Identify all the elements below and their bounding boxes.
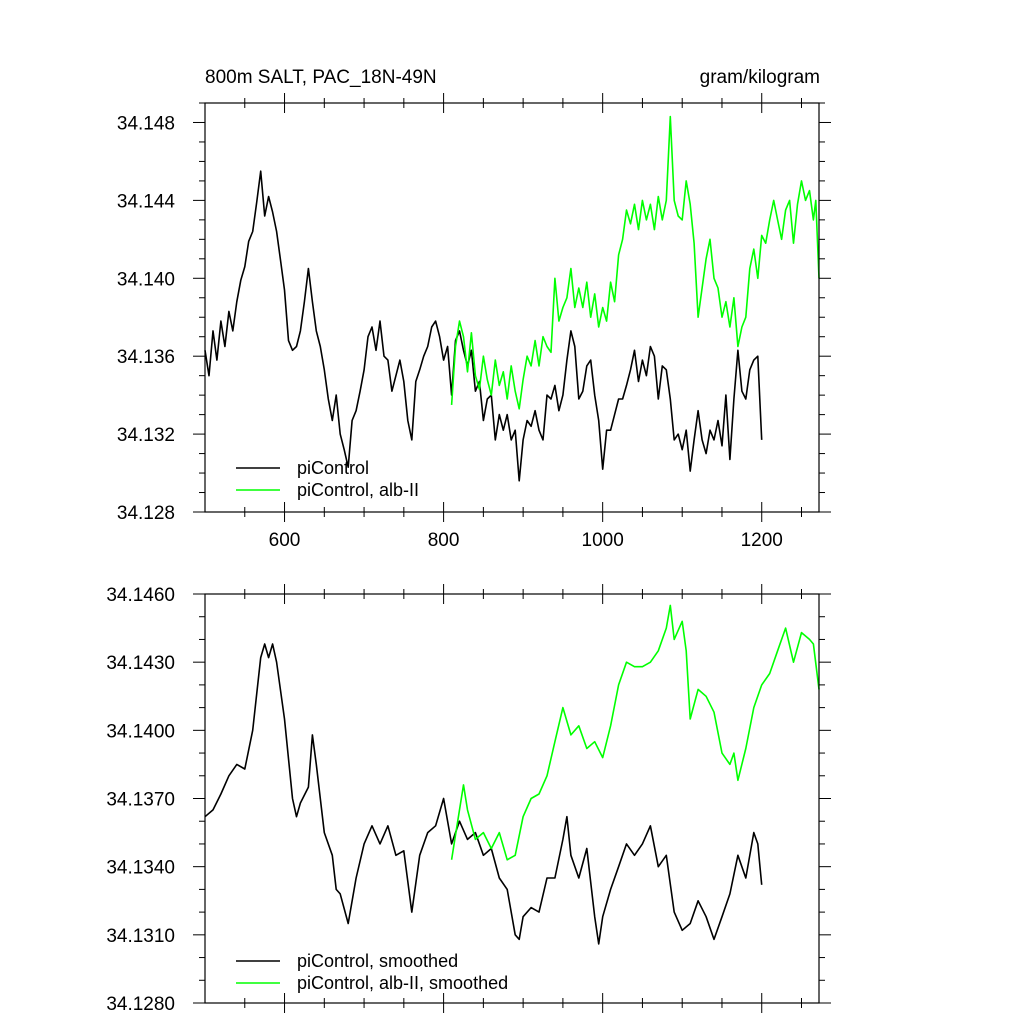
- y-tick-label: 34.148: [117, 113, 175, 134]
- legend-label: piControl, smoothed: [297, 951, 458, 971]
- y-tick-label: 34.132: [117, 425, 175, 446]
- units-label: gram/kilogram: [700, 67, 820, 88]
- y-tick-label: 34.1370: [106, 790, 175, 811]
- y-tick-label: 34.144: [117, 191, 176, 212]
- y-tick-label: 34.1430: [106, 653, 175, 674]
- y-tick-label: 34.1310: [106, 926, 175, 947]
- x-tick-label: 800: [428, 530, 460, 551]
- panel-raw: 600 800 1000 1200 34.128 34.132 34.136 34.140 34…: [117, 93, 831, 551]
- series-line-picontrol: [204, 643, 763, 945]
- y-tick-label: 34.128: [117, 503, 175, 524]
- y-tick-label: 34.1280: [106, 994, 175, 1015]
- legend-label: piControl, alb-II, smoothed: [297, 973, 508, 993]
- y-tick-label: 34.140: [117, 269, 175, 290]
- y-tick-label: 34.136: [117, 347, 175, 368]
- series-line-picontrol: [204, 170, 763, 482]
- y-tick-label: 34.1340: [106, 858, 175, 879]
- y-tick-label: 34.1460: [106, 585, 175, 606]
- x-tick-label: 1200: [741, 530, 783, 551]
- series-line-alb-ii: [450, 604, 820, 861]
- x-tick-label: 600: [269, 530, 301, 551]
- y-tick-label: 34.1400: [106, 721, 175, 742]
- legend-label: piControl, alb-II: [297, 480, 419, 500]
- panel-smoothed: 34.1280 34.1310 34.1340 34.1370 34.1400 34.14…: [106, 584, 831, 1015]
- plot-frame: [204, 102, 820, 513]
- chart-title: 800m SALT, PAC_18N-49N: [205, 67, 437, 88]
- legend-label: piControl: [297, 458, 369, 478]
- x-tick-label: 1000: [582, 530, 624, 551]
- series-line-alb-ii: [450, 115, 820, 410]
- plot-frame: [204, 593, 820, 1004]
